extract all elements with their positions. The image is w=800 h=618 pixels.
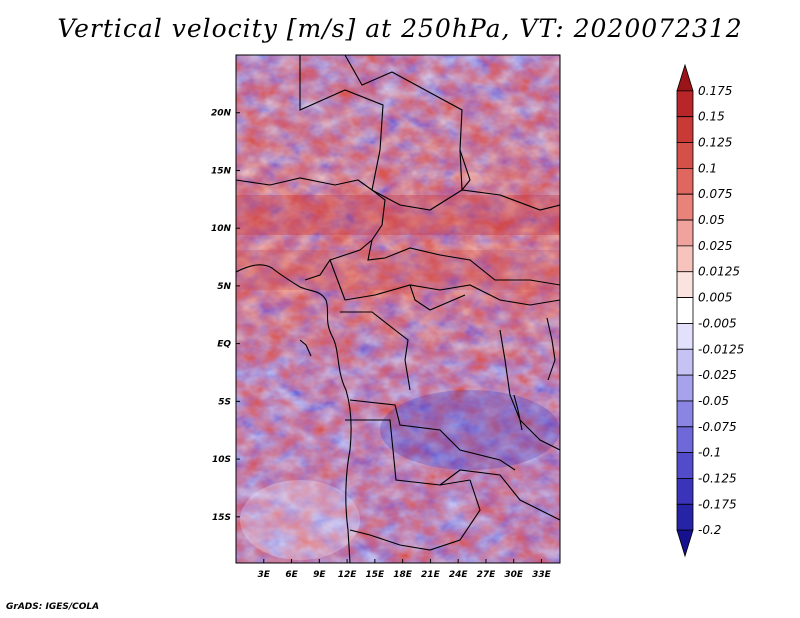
colorbar-swatch — [676, 374, 694, 402]
y-tick-label: 10N — [211, 224, 232, 234]
colorbar-swatch — [676, 529, 694, 558]
colorbar-swatch — [676, 63, 694, 92]
y-tick-label: 10S — [212, 455, 231, 465]
x-tick-label: 33E — [532, 570, 552, 580]
y-axis: 20N 15N 10N 5N EQ 5S 10S 15S — [211, 109, 240, 523]
x-tick-label: 9E — [313, 570, 326, 580]
colorbar-swatch — [676, 348, 694, 376]
x-tick-label: 27E — [477, 570, 497, 580]
colorbar-label: 0.125 — [698, 136, 732, 150]
y-tick-label: 5N — [217, 282, 231, 292]
colorbar-label: -0.05 — [698, 394, 729, 408]
x-tick-label: 15E — [366, 570, 386, 580]
colorbar-swatch — [676, 193, 694, 221]
colorbar-label: -0.0125 — [698, 342, 744, 356]
colorbar-label: -0.125 — [698, 471, 737, 485]
colorbar-swatch — [676, 142, 694, 169]
y-tick-label: 15S — [212, 513, 231, 523]
colorbar-swatch — [676, 426, 694, 454]
x-tick-label: 18E — [393, 570, 413, 580]
colorbar: 0.175 0.15 0.125 0.1 0.075 0.05 0.025 0.0125 0.0… — [676, 63, 744, 558]
colorbar-swatch — [676, 271, 694, 298]
x-tick-label: 21E — [421, 570, 441, 580]
colorbar-label: 0.175 — [698, 84, 732, 98]
x-axis: 3E 6E 9E 12E 15E 18E 21E 24E 27E 30E 33E — [258, 559, 552, 580]
x-tick-label: 3E — [258, 570, 271, 580]
colorbar-label: -0.2 — [698, 523, 721, 537]
x-tick-label: 6E — [285, 570, 298, 580]
colorbar-swatch — [676, 219, 694, 247]
chart-title: Vertical velocity [m/s] at 250hPa, VT: 2… — [57, 14, 743, 43]
colorbar-label: 0.05 — [698, 213, 725, 227]
map-frame — [235, 54, 561, 564]
colorbar-label: -0.025 — [698, 368, 737, 382]
map-field — [236, 55, 560, 563]
colorbar-label: 0.0125 — [698, 265, 740, 279]
colorbar-swatch — [676, 323, 694, 350]
x-tick-label: 30E — [504, 570, 524, 580]
y-tick-label: 15N — [211, 166, 232, 176]
colorbar-swatch — [676, 478, 694, 505]
colorbar-swatch — [676, 400, 694, 428]
colorbar-label: 0.025 — [698, 239, 732, 253]
colorbar-label: 0.15 — [698, 110, 725, 124]
y-tick-label: 5S — [218, 397, 231, 407]
colorbar-swatch — [676, 167, 694, 195]
colorbar-swatch — [676, 503, 694, 531]
y-tick-label: EQ — [217, 340, 231, 350]
colorbar-swatch — [676, 452, 694, 479]
colorbar-label: 0.1 — [698, 161, 717, 175]
colorbar-label: -0.1 — [698, 446, 721, 460]
colorbar-label: -0.175 — [698, 497, 737, 511]
colorbar-label: -0.075 — [698, 420, 737, 434]
colorbar-label: -0.005 — [698, 316, 737, 330]
y-tick-label: 20N — [211, 109, 232, 119]
colorbar-label: 0.075 — [698, 187, 732, 201]
colorbar-swatch — [676, 297, 694, 324]
colorbar-swatch — [676, 245, 694, 273]
colorbar-swatch — [676, 90, 694, 118]
colorbar-label: 0.005 — [698, 291, 732, 305]
colorbar-swatch — [676, 116, 694, 143]
footer-credit: GrADS: IGES/COLA — [6, 602, 100, 612]
map-borders — [236, 55, 560, 563]
x-tick-label: 24E — [449, 570, 469, 580]
x-tick-label: 12E — [338, 570, 358, 580]
